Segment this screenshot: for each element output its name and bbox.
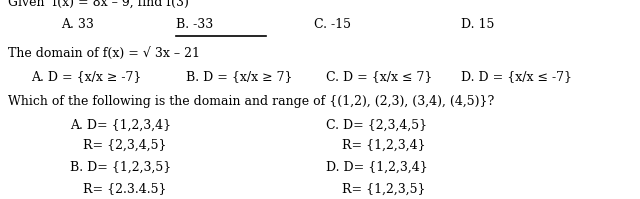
Text: D. D = {x/x ≤ -7}: D. D = {x/x ≤ -7} — [461, 71, 572, 84]
Text: B. D= {1,2,3,5}: B. D= {1,2,3,5} — [70, 161, 172, 174]
Text: R= {2.3.4.5}: R= {2.3.4.5} — [83, 182, 166, 195]
Text: A. D = {x/x ≥ -7}: A. D = {x/x ≥ -7} — [31, 71, 141, 84]
Text: B. -33: B. -33 — [176, 18, 213, 31]
Text: A. 33: A. 33 — [61, 18, 93, 31]
Text: C. D = {x/x ≤ 7}: C. D = {x/x ≤ 7} — [326, 71, 433, 84]
Text: D. D= {1,2,3,4}: D. D= {1,2,3,4} — [326, 161, 428, 174]
Text: The domain of f(x) = √ 3x – 21: The domain of f(x) = √ 3x – 21 — [8, 47, 200, 60]
Text: Given  f(x) = 8x – 9, find f(3): Given f(x) = 8x – 9, find f(3) — [8, 0, 189, 9]
Text: A. D= {1,2,3,4}: A. D= {1,2,3,4} — [70, 118, 172, 131]
Text: C. D= {2,3,4,5}: C. D= {2,3,4,5} — [326, 118, 428, 131]
Text: R= {1,2,3,5}: R= {1,2,3,5} — [342, 182, 426, 195]
Text: C. -15: C. -15 — [314, 18, 351, 31]
Text: R= {1,2,3,4}: R= {1,2,3,4} — [342, 139, 426, 152]
Text: D. 15: D. 15 — [461, 18, 494, 31]
Text: Which of the following is the domain and range of {(1,2), (2,3), (3,4), (4,5)}?: Which of the following is the domain and… — [8, 96, 494, 108]
Text: R= {2,3,4,5}: R= {2,3,4,5} — [83, 139, 166, 152]
Text: B. D = {x/x ≥ 7}: B. D = {x/x ≥ 7} — [186, 71, 292, 84]
